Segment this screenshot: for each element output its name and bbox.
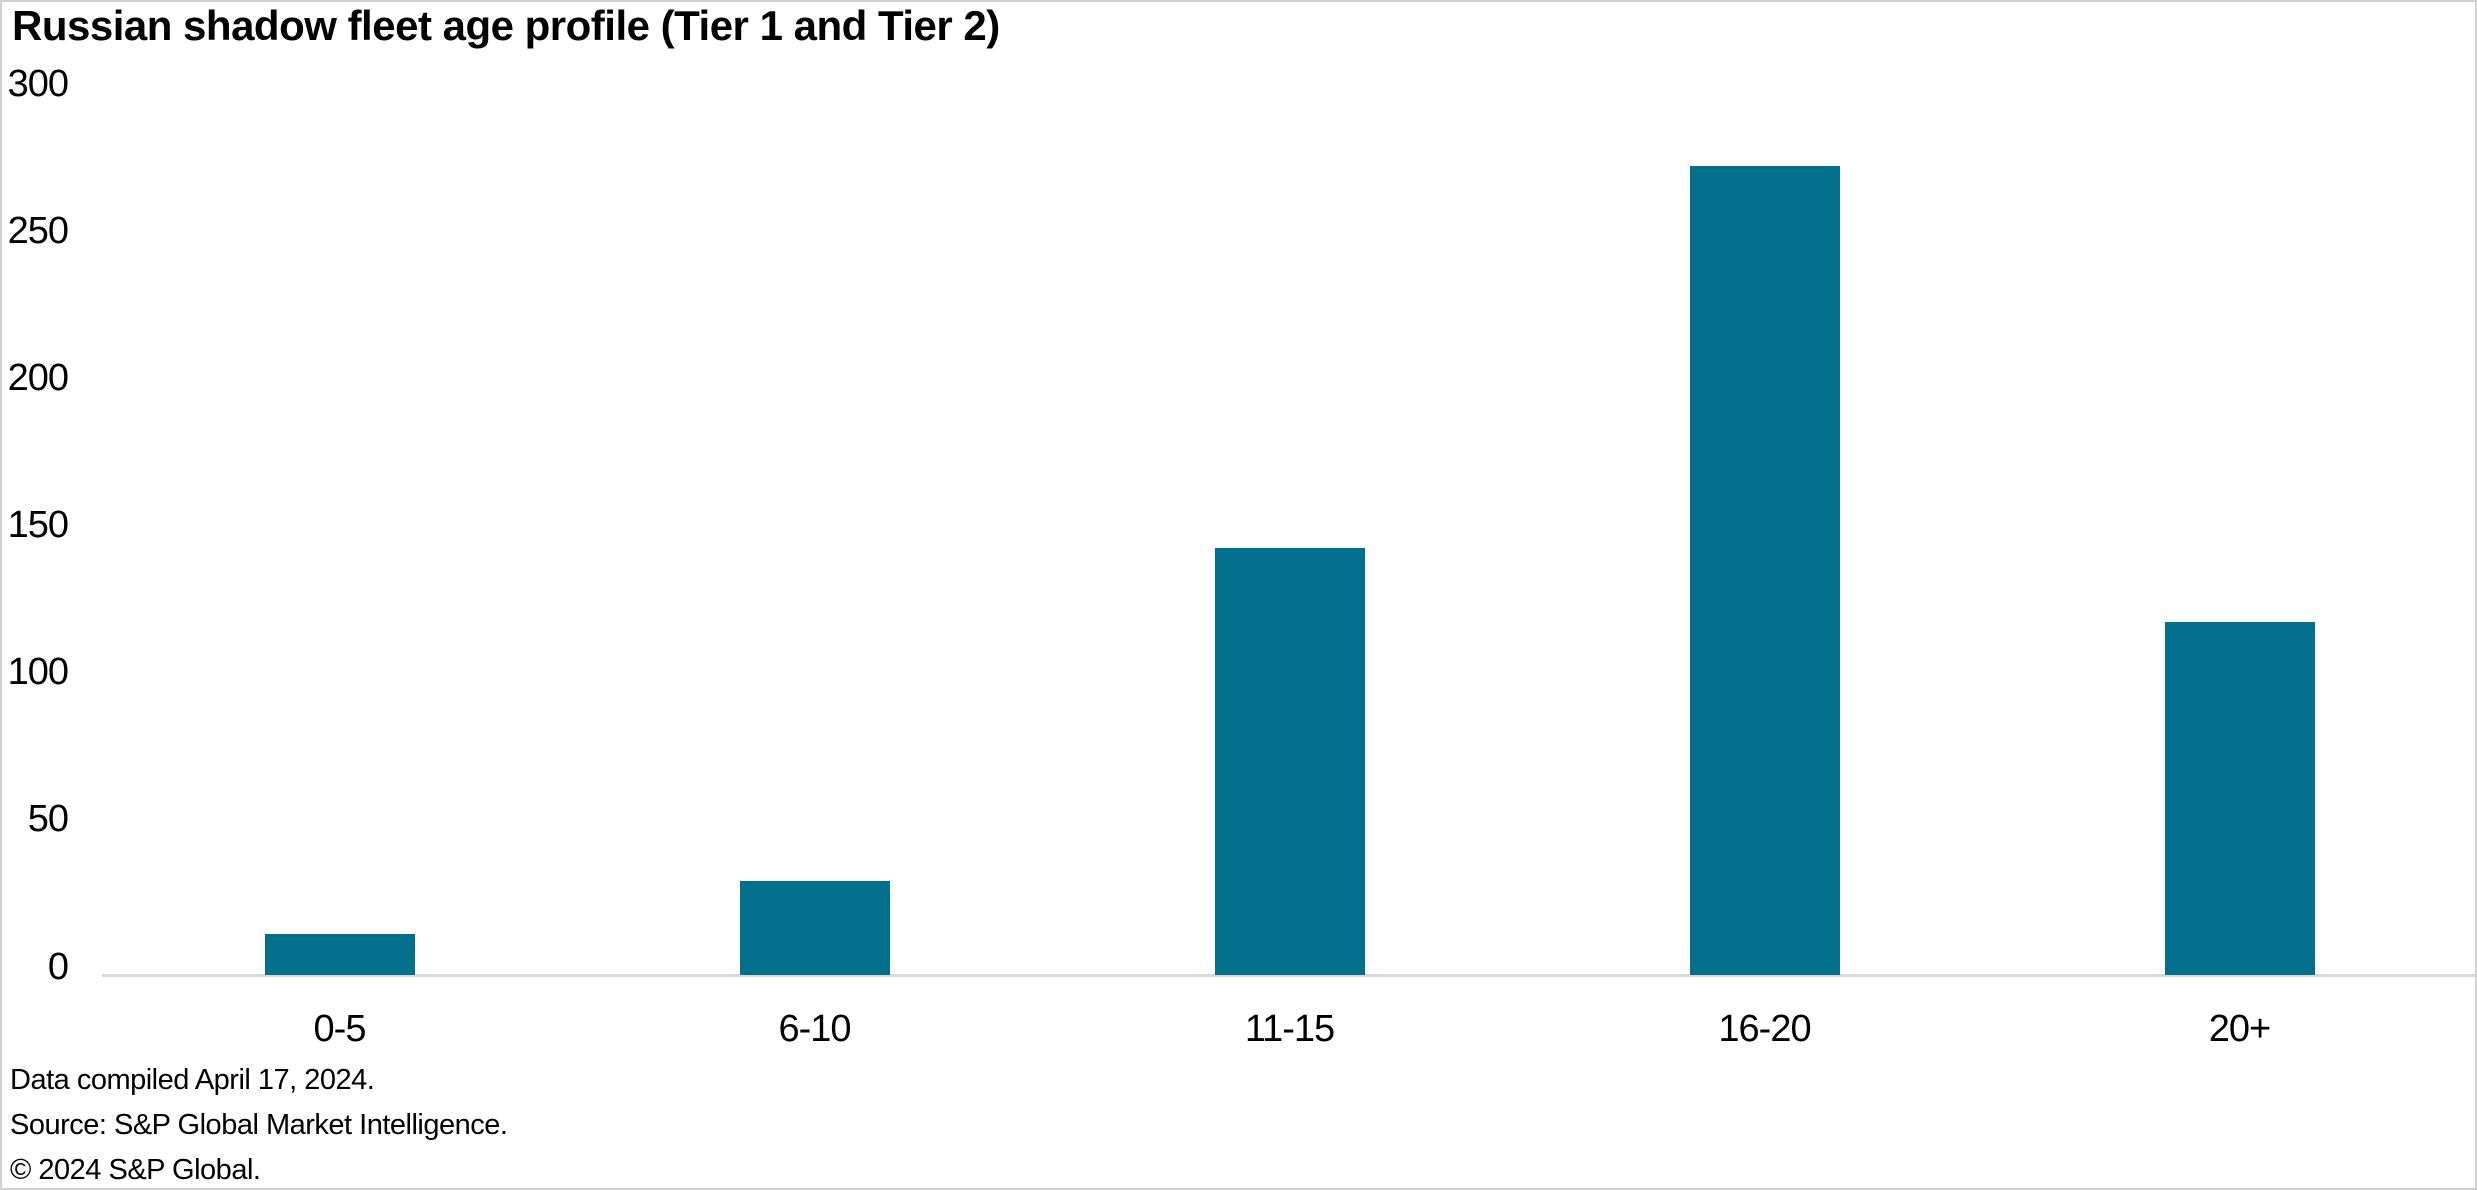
chart-title: Russian shadow fleet age profile (Tier 1… [12, 2, 1000, 49]
y-axis-tick-0: 0 [47, 945, 69, 988]
x-axis-label-6-10: 6-10 [778, 1008, 851, 1050]
y-axis-tick-100: 100 [7, 651, 69, 694]
y-axis-tick-300: 300 [7, 62, 69, 105]
y-axis-tick-250: 250 [7, 209, 69, 252]
x-axis-label-0-5: 0-5 [313, 1008, 367, 1050]
bar-0-5 [264, 933, 415, 975]
footer-source: Source: S&P Global Market Intelligence. [10, 1109, 508, 1141]
footer-copyright: © 2024 S&P Global. [10, 1154, 261, 1186]
bar-16-20 [1689, 165, 1840, 975]
y-axis-tick-50: 50 [27, 798, 69, 841]
y-axis-tick-200: 200 [7, 356, 69, 399]
x-axis-label-20+: 20+ [2208, 1008, 2271, 1050]
bar-20+ [2164, 621, 2315, 975]
chart-footer: Data compiled April 17, 2024. Source: S&… [10, 1058, 508, 1188]
y-axis-tick-150: 150 [7, 504, 69, 547]
x-axis-line [102, 974, 2475, 977]
bar-11-15 [1214, 548, 1365, 975]
x-axis-label-16-20: 16-20 [1718, 1008, 1811, 1050]
x-axis-label-11-15: 11-15 [1244, 1008, 1335, 1050]
bar-6-10 [739, 880, 890, 975]
footer-data-compiled: Data compiled April 17, 2024. [10, 1064, 375, 1096]
